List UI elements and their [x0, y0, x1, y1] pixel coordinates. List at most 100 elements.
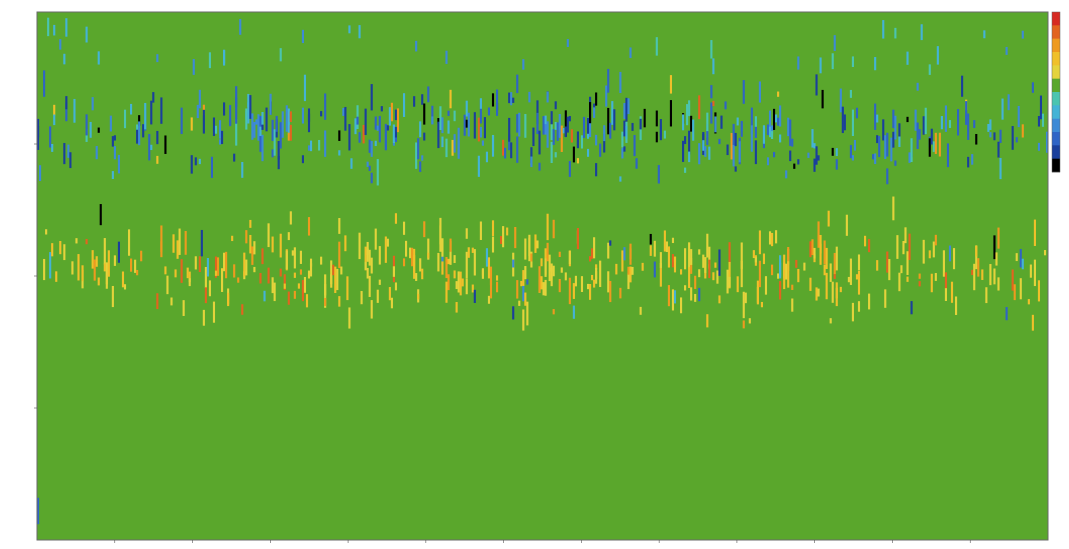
heatmap-cell-856 [902, 241, 905, 255]
heatmap-cell-814 [809, 241, 812, 258]
heatmap-cell-929 [936, 46, 939, 65]
heatmap-cell-826 [825, 247, 828, 270]
heatmap-cell-386 [882, 119, 885, 141]
heatmap-cell-667 [526, 279, 529, 285]
heatmap-cell-777 [736, 276, 739, 293]
heatmap-cell-881 [977, 258, 980, 277]
heatmap-cell-348 [775, 114, 778, 123]
colorbar [1051, 11, 1061, 173]
heatmap-cell-692 [560, 267, 563, 273]
heatmap-cell-217 [546, 121, 549, 148]
heatmap-cell-542 [289, 211, 292, 225]
heatmap-cell-864 [922, 239, 925, 264]
heatmap-cell-447 [45, 229, 48, 235]
heatmap-cell-359 [797, 159, 800, 165]
heatmap-cell-254 [599, 143, 602, 157]
heatmap-cell-573 [358, 232, 361, 260]
heatmap-cell-225 [554, 152, 557, 158]
heatmap-cell-372 [841, 106, 844, 134]
heatmap-cell-882 [981, 269, 984, 280]
heatmap-cell-384 [876, 135, 879, 144]
heatmap-cell-129 [376, 159, 379, 186]
heatmap-cell-47 [196, 104, 199, 119]
heatmap-cell-854 [898, 272, 901, 292]
heatmap-cell-265 [621, 147, 624, 159]
heatmap-cell-437 [1017, 105, 1020, 128]
heatmap-cell-887 [995, 252, 998, 266]
heatmap-cell-907 [819, 57, 822, 74]
heatmap-cell-379 [855, 107, 859, 119]
heatmap-cell-880 [975, 245, 978, 257]
heatmap-cell-919 [882, 20, 885, 39]
heatmap-cell-798 [777, 273, 780, 279]
heatmap-cell-754 [690, 249, 693, 265]
heatmap-cell-603 [415, 273, 418, 281]
heatmap-cell-18 [95, 146, 98, 160]
heatmap-cell-438 [1021, 124, 1024, 138]
heatmap-cell-906 [831, 53, 834, 70]
heatmap-cell-84 [271, 119, 274, 141]
heatmap-cell-430 [997, 141, 1000, 158]
heatmap-cell-21 [111, 136, 114, 147]
heatmap-cell-421 [967, 156, 970, 168]
heatmap-cell-185 [491, 93, 495, 107]
heatmap-cell-165 [449, 89, 452, 109]
heatmap-cell-390 [890, 137, 893, 162]
heatmap-cell-416 [948, 120, 952, 128]
heatmap-cell-835 [835, 246, 838, 271]
heatmap-cell-595 [394, 282, 398, 291]
heatmap-cell-672 [534, 234, 537, 253]
heatmap-cell-707 [591, 274, 594, 281]
heatmap-cell-229 [560, 125, 563, 152]
heatmap-cell-656 [514, 227, 517, 249]
heatmap-cell-426 [987, 123, 990, 132]
heatmap-cell-564 [334, 266, 337, 293]
heatmap-cell-278 [639, 118, 642, 130]
heatmap-cell-637 [473, 289, 476, 303]
heatmap-cell-179 [479, 126, 482, 138]
heatmap-cell-641 [485, 248, 488, 267]
heatmap-cell-293 [686, 104, 689, 126]
heatmap-cell-39 [156, 130, 159, 145]
heatmap-cell-156 [431, 116, 434, 125]
heatmap-cell-529 [267, 267, 270, 284]
heatmap-cell-431 [999, 129, 1002, 143]
heatmap-cell-303 [702, 140, 705, 151]
heatmap-cell-139 [392, 124, 395, 144]
heatmap-cell-46 [194, 157, 197, 166]
heatmap-cells [37, 17, 1049, 525]
heatmap-cell-140 [394, 136, 398, 143]
heatmap-cell-923 [415, 40, 418, 52]
heatmap-cell-594 [394, 213, 398, 224]
heatmap-cell-125 [370, 172, 373, 184]
heatmap-cell-566 [338, 241, 341, 269]
heatmap-cell-388 [886, 132, 889, 157]
heatmap-cell-215 [544, 115, 547, 127]
heatmap-cell-916 [833, 35, 836, 51]
heatmap-cell-550 [301, 280, 304, 302]
heatmap-cell-675 [538, 266, 541, 293]
heatmap-cell-51 [202, 109, 205, 134]
heatmap-cell-625 [455, 302, 458, 313]
heatmap-cell-3 [43, 70, 46, 97]
heatmap-cell-6 [53, 104, 56, 116]
heatmap-cell-83 [269, 93, 272, 115]
heatmap-cell-458 [85, 238, 88, 245]
heatmap-cell-352 [779, 105, 782, 127]
heatmap-cell-827 [827, 210, 830, 227]
heatmap-cell-724 [629, 266, 632, 283]
heatmap-cell-285 [663, 130, 666, 139]
heatmap-cell-408 [928, 138, 931, 157]
heatmap-cell-219 [546, 91, 549, 103]
heatmap-cell-768 [712, 272, 715, 281]
heatmap-cell-857 [904, 227, 907, 244]
heatmap-cell-394 [894, 115, 897, 140]
heatmap-cell-748 [684, 285, 687, 291]
heatmap-cell-553 [307, 217, 311, 236]
heatmap-cell-620 [447, 258, 450, 265]
heatmap-cell-684 [548, 254, 551, 282]
heatmap-cell-747 [680, 297, 683, 314]
heatmap-cell-850 [886, 251, 889, 273]
heatmap-cell-111 [342, 107, 345, 116]
heatmap-cell-705 [589, 284, 592, 300]
